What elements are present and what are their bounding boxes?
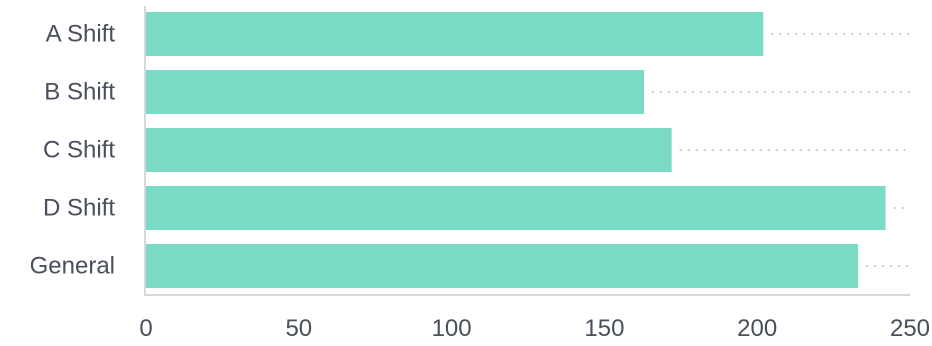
x-tick-label: 0 <box>139 315 152 342</box>
bar[interactable] <box>146 70 645 114</box>
category-label: A Shift <box>46 21 116 48</box>
bar[interactable] <box>146 186 886 230</box>
x-tick-label: 250 <box>890 315 930 342</box>
category-label: B Shift <box>44 79 115 106</box>
bar[interactable] <box>146 244 859 288</box>
bars-group <box>146 12 886 288</box>
category-label: D Shift <box>43 195 115 222</box>
category-label: C Shift <box>43 137 115 164</box>
x-tick-label: 50 <box>285 315 312 342</box>
category-labels: A Shift B Shift C Shift D Shift General <box>30 21 116 280</box>
x-tick-label: 200 <box>737 315 777 342</box>
x-tick-label: 150 <box>584 315 624 342</box>
bar[interactable] <box>146 12 764 56</box>
x-tick-labels: 0 50 100 150 200 250 <box>139 315 930 342</box>
category-label: General <box>30 253 115 280</box>
bar[interactable] <box>146 128 672 172</box>
x-tick-label: 100 <box>432 315 472 342</box>
dotted-guides <box>652 33 910 267</box>
